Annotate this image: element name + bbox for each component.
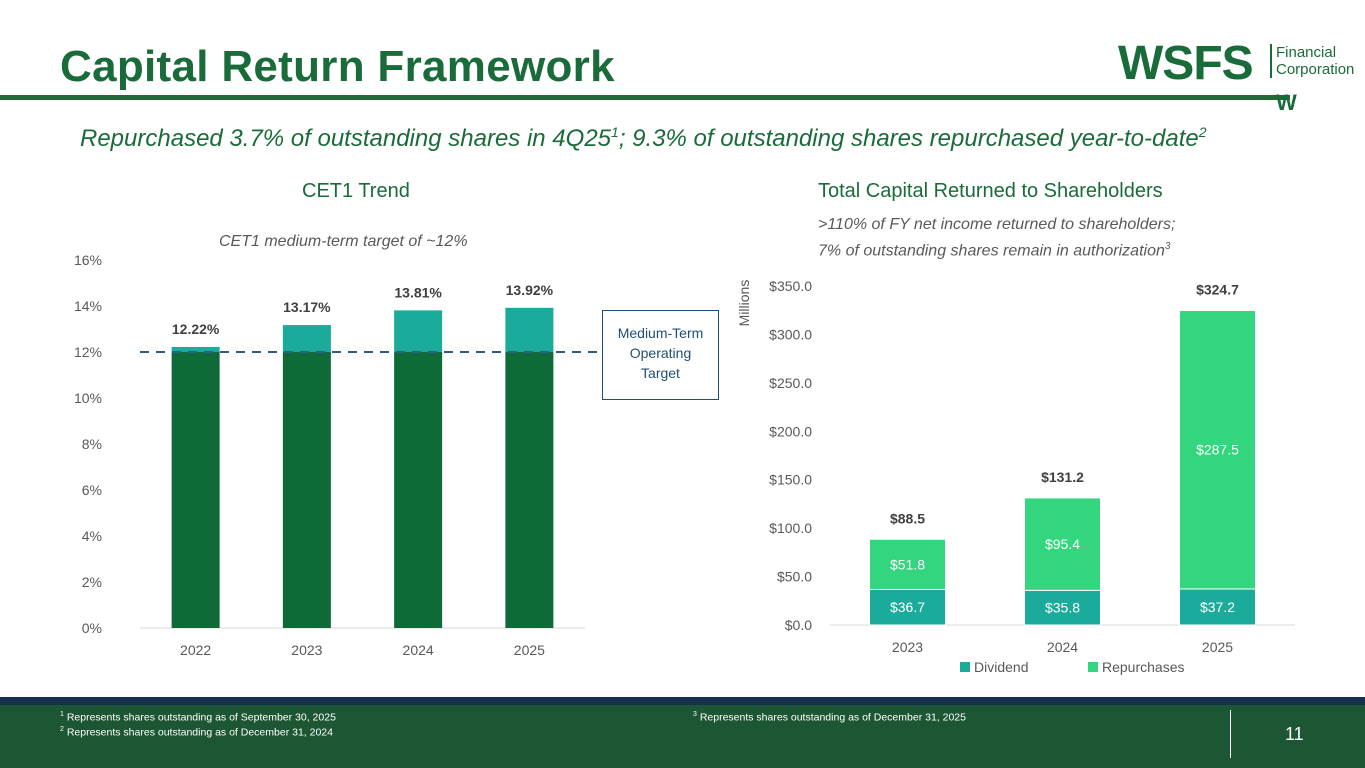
capital-bar-repurchases [1179,310,1256,590]
logo-subtitle: Financial Corporation [1270,44,1354,78]
capital-y-tick-label: $200.0 [769,423,812,439]
capital-segment-label: $287.5 [1196,442,1239,458]
capital-bar-dividend [869,588,946,626]
footnote-1-num: 1 [60,711,64,718]
cet1-panel-title: CET1 Trend [302,180,410,202]
capital-bar-dividend [1179,588,1256,626]
cet1-x-tick-label: 2022 [180,642,211,658]
footnote-3-num: 3 [693,711,697,718]
legend-swatch-dividend [960,662,970,672]
footnote-2: 2 Represents shares outstanding as of De… [60,726,333,739]
capital-note: >110% of FY net income returned to share… [818,214,1175,262]
capital-bar-repurchases [869,538,946,590]
subtitle-sup-1: 1 [611,124,619,140]
logo-wordmark: WSFS [1118,37,1254,90]
capital-note-sup: 3 [1164,241,1171,252]
target-callout: Medium-Term Operating Target [602,310,719,400]
subtitle-part-2: ; 9.3% of outstanding shares repurchased… [618,125,1199,152]
capital-y-tick-label: $300.0 [769,326,812,342]
footnote-2-text: Represents shares outstanding as of Dece… [63,726,333,739]
cet1-y-tick-label: 12% [74,344,102,360]
cet1-y-tick-label: 16% [74,252,102,268]
page-number: 11 [1285,724,1304,744]
capital-y-axis-label: Millions [736,280,752,327]
capital-x-tick-label: 2023 [892,639,923,655]
capital-total-label: $88.5 [890,510,925,526]
cet1-bar-base [171,352,220,628]
capital-segment-label: $37.2 [1200,599,1235,615]
legend-label-repurchases: Repurchases [1102,659,1185,675]
capital-note-line-1: >110% of FY net income returned to share… [818,216,1176,233]
capital-y-tick-label: $100.0 [769,520,812,536]
target-callout-line-2: Operating [629,345,692,361]
cet1-x-tick-label: 2023 [291,642,322,658]
capital-segment-label: $51.8 [890,556,925,572]
footer-bar [0,697,1365,768]
capital-segment-label: $95.4 [1045,536,1080,552]
cet1-y-tick-label: 0% [82,620,102,636]
company-logo: WSFS Financial Corporation W [1118,37,1354,116]
title-divider [0,95,1290,100]
footer-divider [1230,710,1231,758]
cet1-data-label: 13.92% [506,282,554,298]
cet1-y-tick-label: 4% [82,528,102,544]
footnote-2-num: 2 [60,726,64,733]
cet1-y-tick-label: 14% [74,298,102,314]
capital-y-tick-label: $250.0 [769,375,812,391]
logo-sub-line-2: Corporation [1276,61,1355,78]
cet1-x-tick-label: 2024 [403,642,434,658]
capital-note-line-2-text: 7% of outstanding shares remain in autho… [818,242,1165,260]
capital-y-tick-label: $50.0 [777,569,812,585]
cet1-bar-above-target [505,307,554,352]
cet1-data-label: 13.81% [394,284,442,300]
subtitle-sup-2: 2 [1198,124,1207,140]
cet1-bar-above-target [282,325,331,352]
footnote-3-text: Represents shares outstanding as of Dece… [696,711,966,724]
capital-bar-repurchases [1024,497,1101,591]
target-callout-line-1: Medium-Term [617,325,704,341]
slide-subtitle: Repurchased 3.7% of outstanding shares i… [80,124,1207,153]
cet1-x-tick-label: 2025 [514,642,545,658]
capital-x-tick-label: 2024 [1047,639,1078,655]
logo-mark: W [1276,90,1297,115]
footer-stripe [0,697,1365,705]
capital-y-tick-label: $150.0 [769,472,812,488]
cet1-bar-above-target [394,310,443,352]
cet1-data-label: 13.17% [283,299,331,315]
capital-panel-title: Total Capital Returned to Shareholders [818,180,1163,202]
capital-segment-label: $36.7 [890,599,925,615]
cet1-y-tick-label: 2% [82,574,102,590]
target-callout-line-3: Target [641,365,680,381]
subtitle-part-1: Repurchased 3.7% of outstanding shares i… [80,125,612,152]
cet1-y-tick-label: 6% [82,482,102,498]
legend-swatch-repurchases [1088,662,1098,672]
cet1-data-label: 12.22% [172,321,220,337]
capital-segment-label: $35.8 [1045,600,1080,616]
footnote-1-text: Represents shares outstanding as of Sept… [63,711,336,724]
footnote-1: 1 Represents shares outstanding as of Se… [60,711,336,724]
capital-bar-dividend [1024,589,1101,626]
cet1-y-tick-label: 8% [82,436,102,452]
cet1-bar-base [282,352,331,628]
capital-y-tick-label: $350.0 [769,278,812,294]
legend-label-dividend: Dividend [974,659,1028,675]
page-title: Capital Return Framework [60,42,615,91]
cet1-note: CET1 medium-term target of ~12% [219,233,468,250]
capital-total-label: $131.2 [1041,469,1084,485]
cet1-y-tick-label: 10% [74,390,102,406]
cet1-bar-above-target [171,346,220,352]
capital-total-label: $324.7 [1196,282,1239,298]
logo-sub-line-1: Financial [1276,44,1337,61]
capital-x-tick-label: 2025 [1202,639,1233,655]
footnote-3: 3 Represents shares outstanding as of De… [693,711,966,724]
capital-y-tick-label: $0.0 [785,617,812,633]
cet1-bar-base [505,352,554,628]
cet1-bar-base [394,352,443,628]
capital-note-line-2: 7% of outstanding shares remain in autho… [818,236,1175,262]
